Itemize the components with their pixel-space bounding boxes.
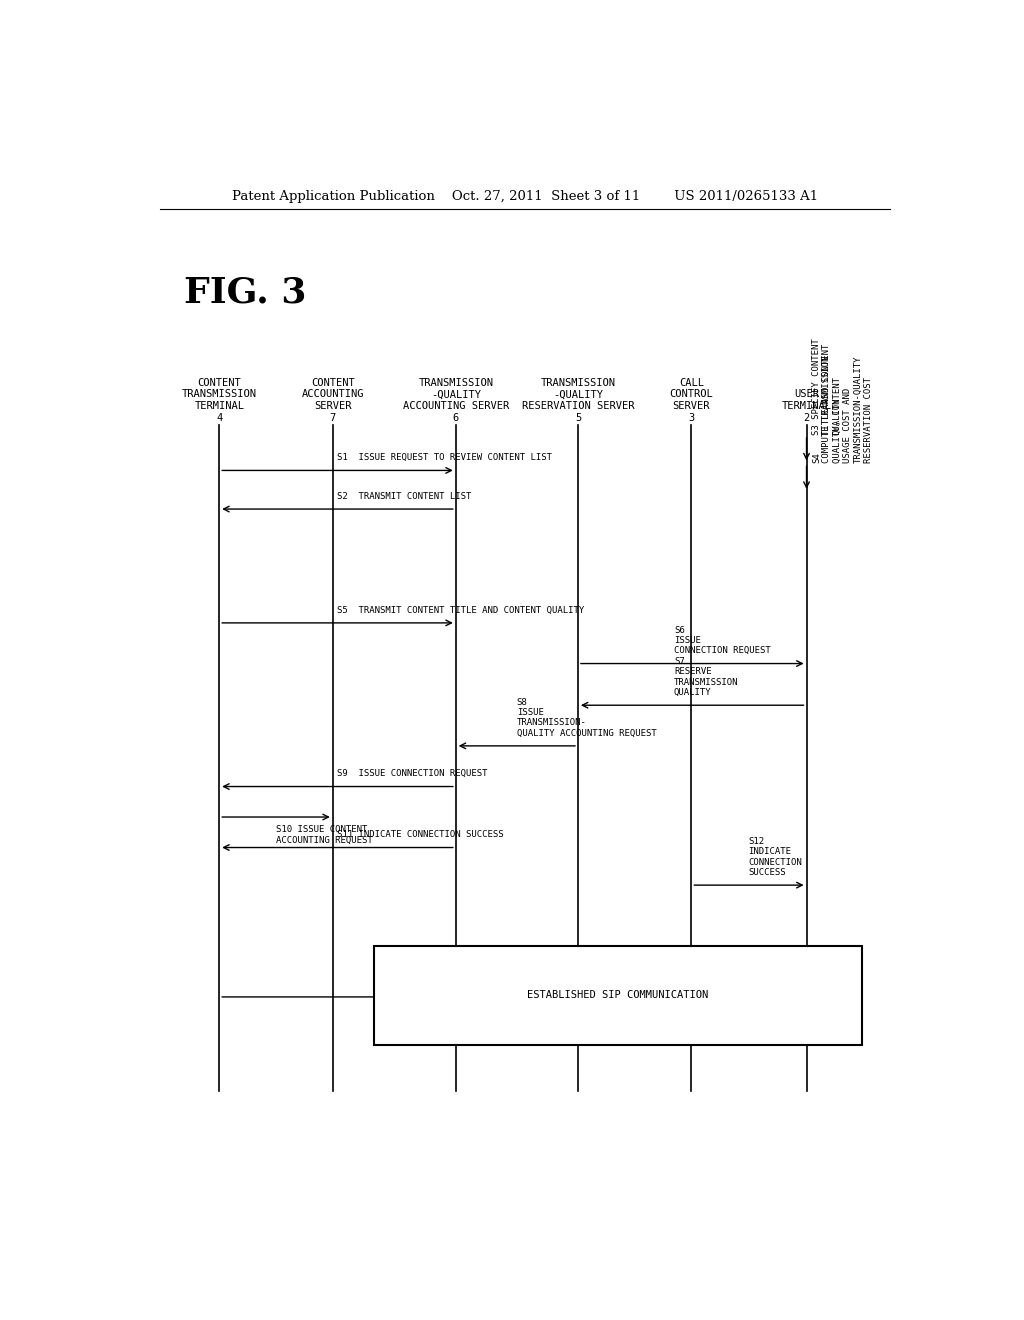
Bar: [374, 946, 862, 1044]
Text: USER
TERMINAL
2: USER TERMINAL 2: [781, 389, 831, 422]
Text: S13 TRANSMIT CONTENT: S13 TRANSMIT CONTENT: [512, 979, 620, 989]
Text: S1  ISSUE REQUEST TO REVIEW CONTENT LIST: S1 ISSUE REQUEST TO REVIEW CONTENT LIST: [337, 453, 552, 462]
Text: S8
ISSUE
TRANSMISSION-
QUALITY ACCOUNTING REQUEST: S8 ISSUE TRANSMISSION- QUALITY ACCOUNTIN…: [517, 697, 656, 738]
Text: S12
INDICATE
CONNECTION
SUCCESS: S12 INDICATE CONNECTION SUCCESS: [749, 837, 803, 876]
Text: S3 SPECIFY CONTENT
TITLE AND CONTENT
QUALITY: S3 SPECIFY CONTENT TITLE AND CONTENT QUA…: [812, 338, 842, 434]
Text: S10 ISSUE CONTENT
ACCOUNTING REQUEST: S10 ISSUE CONTENT ACCOUNTING REQUEST: [275, 825, 373, 845]
Text: CONTENT
ACCOUNTING
SERVER
7: CONTENT ACCOUNTING SERVER 7: [301, 378, 364, 422]
Text: CALL
CONTROL
SERVER
3: CALL CONTROL SERVER 3: [670, 378, 714, 422]
Text: S11 INDICATE CONNECTION SUCCESS: S11 INDICATE CONNECTION SUCCESS: [337, 830, 504, 840]
Text: S7
RESERVE
TRANSMISSION
QUALITY: S7 RESERVE TRANSMISSION QUALITY: [674, 657, 738, 697]
Text: ESTABLISHED SIP COMMUNICATION: ESTABLISHED SIP COMMUNICATION: [527, 990, 709, 999]
Text: CONTENT
TRANSMISSION
TERMINAL
4: CONTENT TRANSMISSION TERMINAL 4: [182, 378, 257, 422]
Text: Patent Application Publication    Oct. 27, 2011  Sheet 3 of 11        US 2011/02: Patent Application Publication Oct. 27, …: [231, 190, 818, 202]
Text: S5  TRANSMIT CONTENT TITLE AND CONTENT QUALITY: S5 TRANSMIT CONTENT TITLE AND CONTENT QU…: [337, 606, 584, 615]
Text: TRANSMISSION
-QUALITY
RESERVATION SERVER
5: TRANSMISSION -QUALITY RESERVATION SERVER…: [521, 378, 634, 422]
Text: S9  ISSUE CONNECTION REQUEST: S9 ISSUE CONNECTION REQUEST: [337, 770, 487, 779]
Text: S6
ISSUE
CONNECTION REQUEST: S6 ISSUE CONNECTION REQUEST: [674, 626, 771, 656]
Text: S4
COMPUTE TRANSMISSION
QUALITY, CONTENT
USAGE COST AND
TRANSMISSION-QUALITY
RES: S4 COMPUTE TRANSMISSION QUALITY, CONTENT…: [812, 356, 873, 463]
Text: TRANSMISSION
-QUALITY
ACCOUNTING SERVER
6: TRANSMISSION -QUALITY ACCOUNTING SERVER …: [402, 378, 509, 422]
Text: FIG. 3: FIG. 3: [183, 276, 306, 310]
Text: S2  TRANSMIT CONTENT LIST: S2 TRANSMIT CONTENT LIST: [337, 492, 471, 500]
